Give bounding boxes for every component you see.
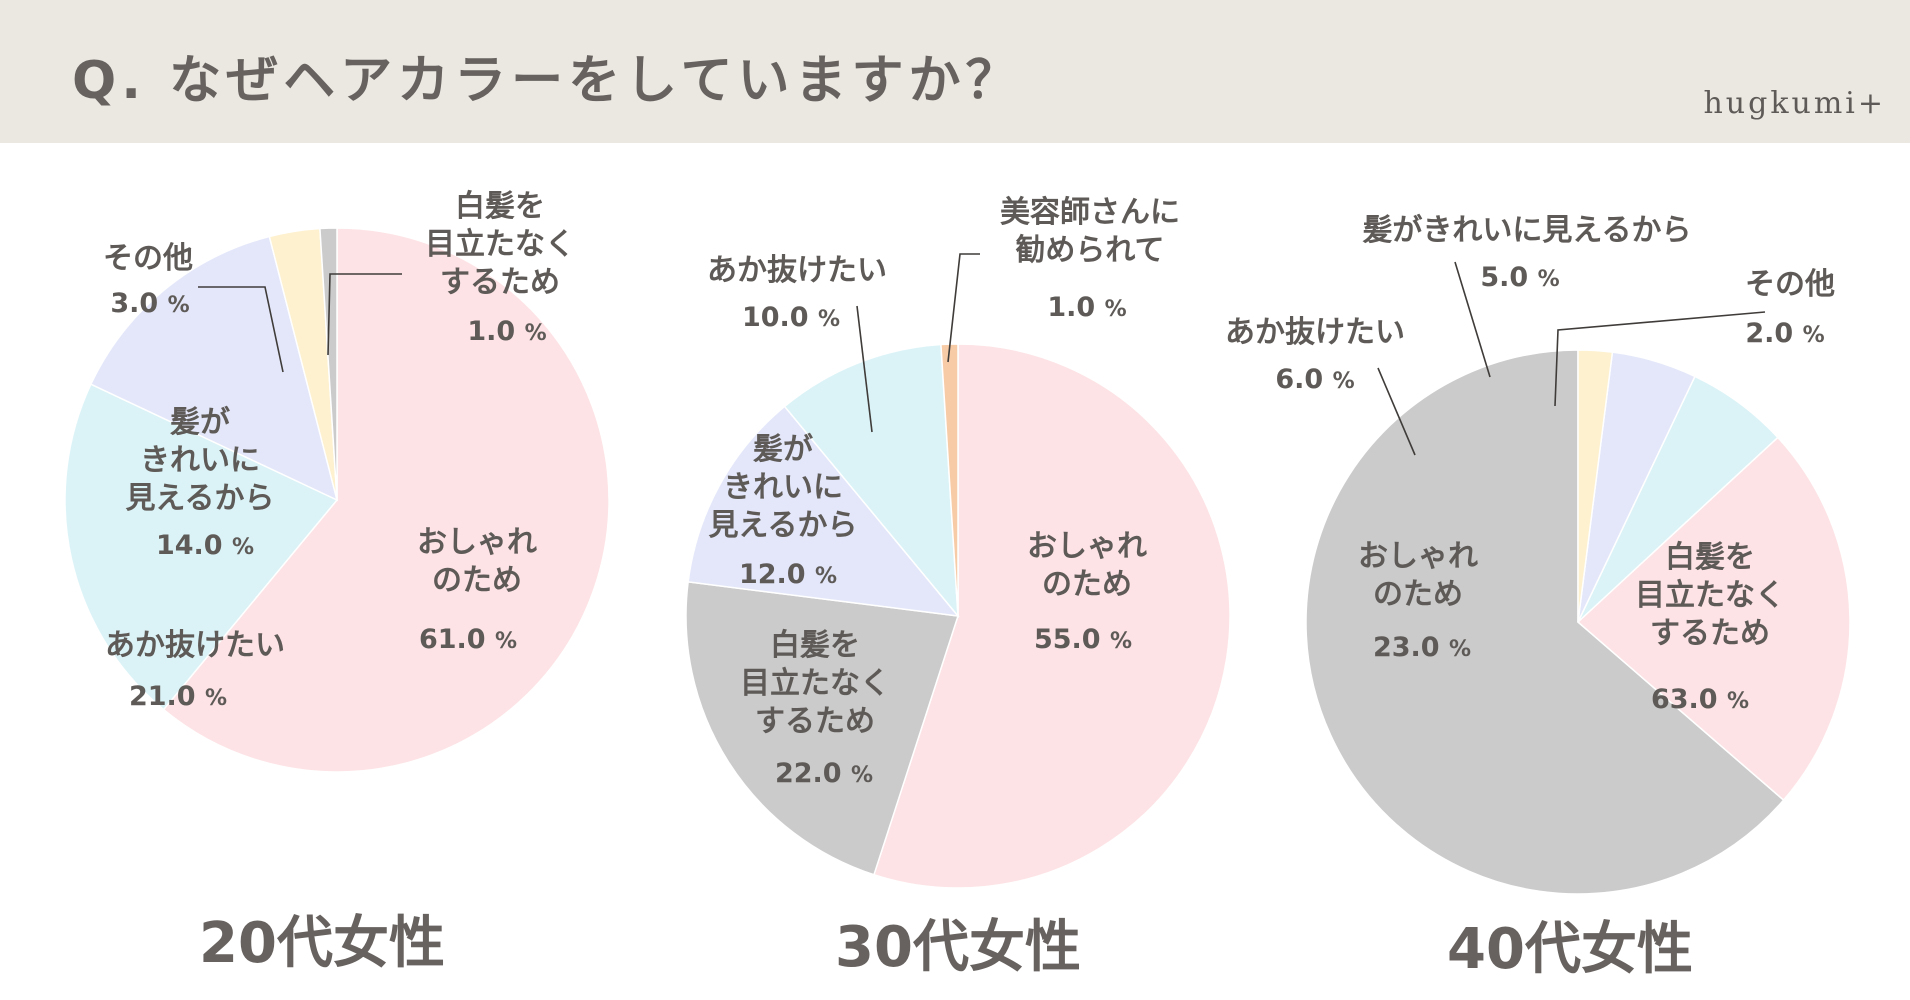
pie-slice (873, 343, 1231, 889)
slice-label: おしゃれ (1358, 539, 1478, 574)
leader-line (1554, 311, 1766, 407)
brand-logo: hugkumi+ (1703, 86, 1886, 121)
slice-label: あか抜けたい (707, 253, 887, 288)
slice-label: 髪が (169, 405, 230, 440)
chart-title: 30代女性 (835, 915, 1081, 980)
slice-label: 見えるから (708, 508, 857, 543)
slice-percent: 21.0 % (129, 681, 227, 712)
leader-line (1377, 367, 1416, 456)
slice-label: するため (1650, 616, 1770, 651)
leader-line (856, 305, 873, 433)
slice-label: 勧められて (1015, 233, 1164, 268)
slice-label: その他 (1745, 267, 1835, 302)
slice-label: のため (1373, 577, 1463, 612)
slice-label: 髪が (752, 432, 813, 467)
pie-slice (783, 343, 959, 619)
slice-label: おしゃれ (1027, 529, 1147, 564)
slice-label: きれいに (723, 470, 843, 505)
slice-percent: 3.0 % (110, 288, 189, 319)
slice-percent: 14.0 % (156, 530, 254, 561)
slice-percent: 6.0 % (1275, 364, 1354, 395)
slice-label: その他 (103, 241, 193, 276)
pie-slice (1305, 349, 1785, 895)
slice-label: 目立たなく (740, 666, 890, 701)
slice-label: 美容師さんに (1000, 195, 1180, 230)
slice-label: 白髪を (1665, 540, 1755, 575)
slice-label: あか抜けたい (1225, 315, 1405, 350)
slice-label: おしゃれ (417, 525, 537, 560)
slice-label: 髪がきれいに見えるから (1361, 213, 1691, 248)
pie-slice (319, 227, 338, 501)
slice-percent: 10.0 % (742, 302, 840, 333)
pie-slice (1576, 436, 1851, 802)
pie-slice (89, 235, 339, 502)
slice-percent: 12.0 % (739, 559, 837, 590)
question-title: Q. なぜヘアカラーをしていますか？ (72, 51, 1023, 111)
leader-line (327, 273, 402, 356)
slice-label: するため (440, 265, 560, 300)
pie-slice (1577, 349, 1614, 623)
slice-percent: 23.0 % (1373, 632, 1471, 663)
header-band: Q. なぜヘアカラーをしていますか？ hugkumi+ (0, 0, 1910, 143)
slice-percent: 2.0 % (1745, 318, 1824, 349)
pie-slice (64, 383, 339, 711)
slice-percent: 63.0 % (1651, 684, 1749, 715)
slice-label: 白髪を (770, 628, 860, 663)
slice-label: のため (1042, 567, 1132, 602)
pie-slice (687, 405, 960, 617)
slice-label: あか抜けたい (105, 628, 285, 663)
chart-title: 40代女性 (1447, 917, 1693, 982)
slice-percent: 1.0 % (1047, 292, 1126, 323)
leader-line (1454, 261, 1491, 378)
slice-percent: 55.0 % (1034, 624, 1132, 655)
slice-percent: 22.0 % (775, 758, 873, 789)
leader-line (947, 253, 980, 363)
slice-label: 目立たなく (425, 227, 575, 262)
slice-label: のため (432, 563, 522, 598)
slice-label: きれいに (140, 443, 260, 478)
slice-percent: 5.0 % (1480, 262, 1559, 293)
slice-label: 白髪を (455, 189, 545, 224)
chart-title: 20代女性 (199, 911, 445, 976)
slice-percent: 1.0 % (467, 316, 546, 347)
leader-line (198, 286, 284, 373)
slice-label: するため (755, 704, 875, 739)
slice-label: 見えるから (125, 481, 274, 516)
slice-percent: 61.0 % (419, 624, 517, 655)
slice-label: 目立たなく (1635, 578, 1785, 613)
pie-slice (162, 227, 610, 773)
pie-slice (685, 581, 959, 876)
